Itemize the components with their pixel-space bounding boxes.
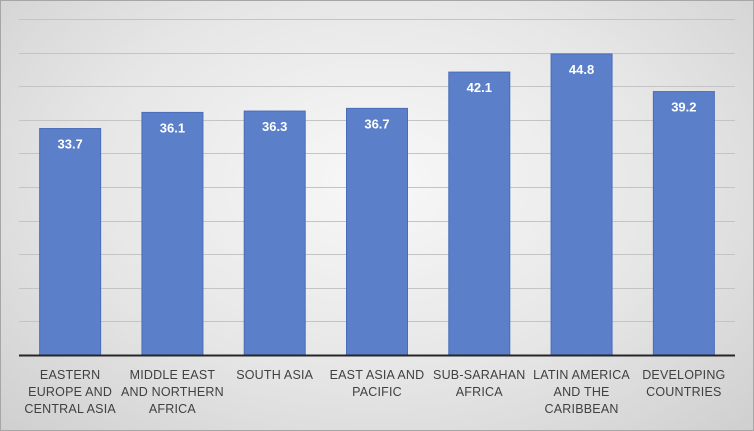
category-label-line: COUNTRIES: [646, 385, 721, 399]
bar: [39, 128, 102, 356]
category-label-line: SOUTH ASIA: [236, 368, 313, 382]
bar: [243, 110, 306, 356]
bar-value-label: 36.7: [364, 116, 389, 131]
category-label: LATIN AMERICA AND THE CARIBBEAN: [533, 368, 630, 416]
category-label: EAST ASIA AND PACIFIC: [330, 368, 425, 399]
category-label-line: DEVELOPING: [642, 368, 725, 382]
category-label-line: AND NORTHERN: [121, 385, 224, 399]
bar: [448, 71, 511, 356]
category-label-line: LATIN AMERICA: [533, 368, 630, 382]
bar-value-label: 36.1: [160, 120, 185, 135]
category-label-line: EUROPE AND: [28, 385, 112, 399]
value-labels: 33.7 36.1 36.3 36.7 42.1 44.8 39.2: [57, 62, 696, 152]
bars: [39, 53, 715, 356]
bar: [652, 91, 715, 356]
category-label-line: SUB-SARAHAN: [433, 368, 526, 382]
category-label-line: AFRICA: [456, 385, 504, 399]
category-label: MIDDLE EAST AND NORTHERN AFRICA: [121, 368, 224, 416]
bar: [550, 53, 613, 356]
category-label-line: CARIBBEAN: [545, 402, 619, 416]
category-label: SUB-SARAHAN AFRICA: [433, 368, 526, 399]
bar-value-label: 42.1: [467, 80, 492, 95]
category-label-line: MIDDLE EAST: [130, 368, 216, 382]
bar: [346, 107, 408, 356]
category-labels: EASTERN EUROPE AND CENTRAL ASIA MIDDLE EAST…: [24, 368, 725, 416]
bar-value-label: 36.3: [262, 119, 287, 134]
category-label: EASTERN EUROPE AND CENTRAL ASIA: [24, 368, 116, 416]
bar-value-label: 39.2: [671, 100, 696, 115]
category-label-line: CENTRAL ASIA: [24, 402, 116, 416]
category-label-line: PACIFIC: [352, 385, 402, 399]
category-label-line: EASTERN: [40, 368, 100, 382]
category-label: DEVELOPING COUNTRIES: [642, 368, 725, 399]
category-label-line: AND THE: [554, 385, 610, 399]
bar-value-label: 33.7: [57, 137, 82, 152]
bar-value-label: 44.8: [569, 62, 594, 77]
bar: [141, 111, 204, 356]
category-label-line: AFRICA: [149, 402, 196, 416]
category-label-line: EAST ASIA AND: [330, 368, 425, 382]
category-label: SOUTH ASIA: [236, 368, 313, 382]
